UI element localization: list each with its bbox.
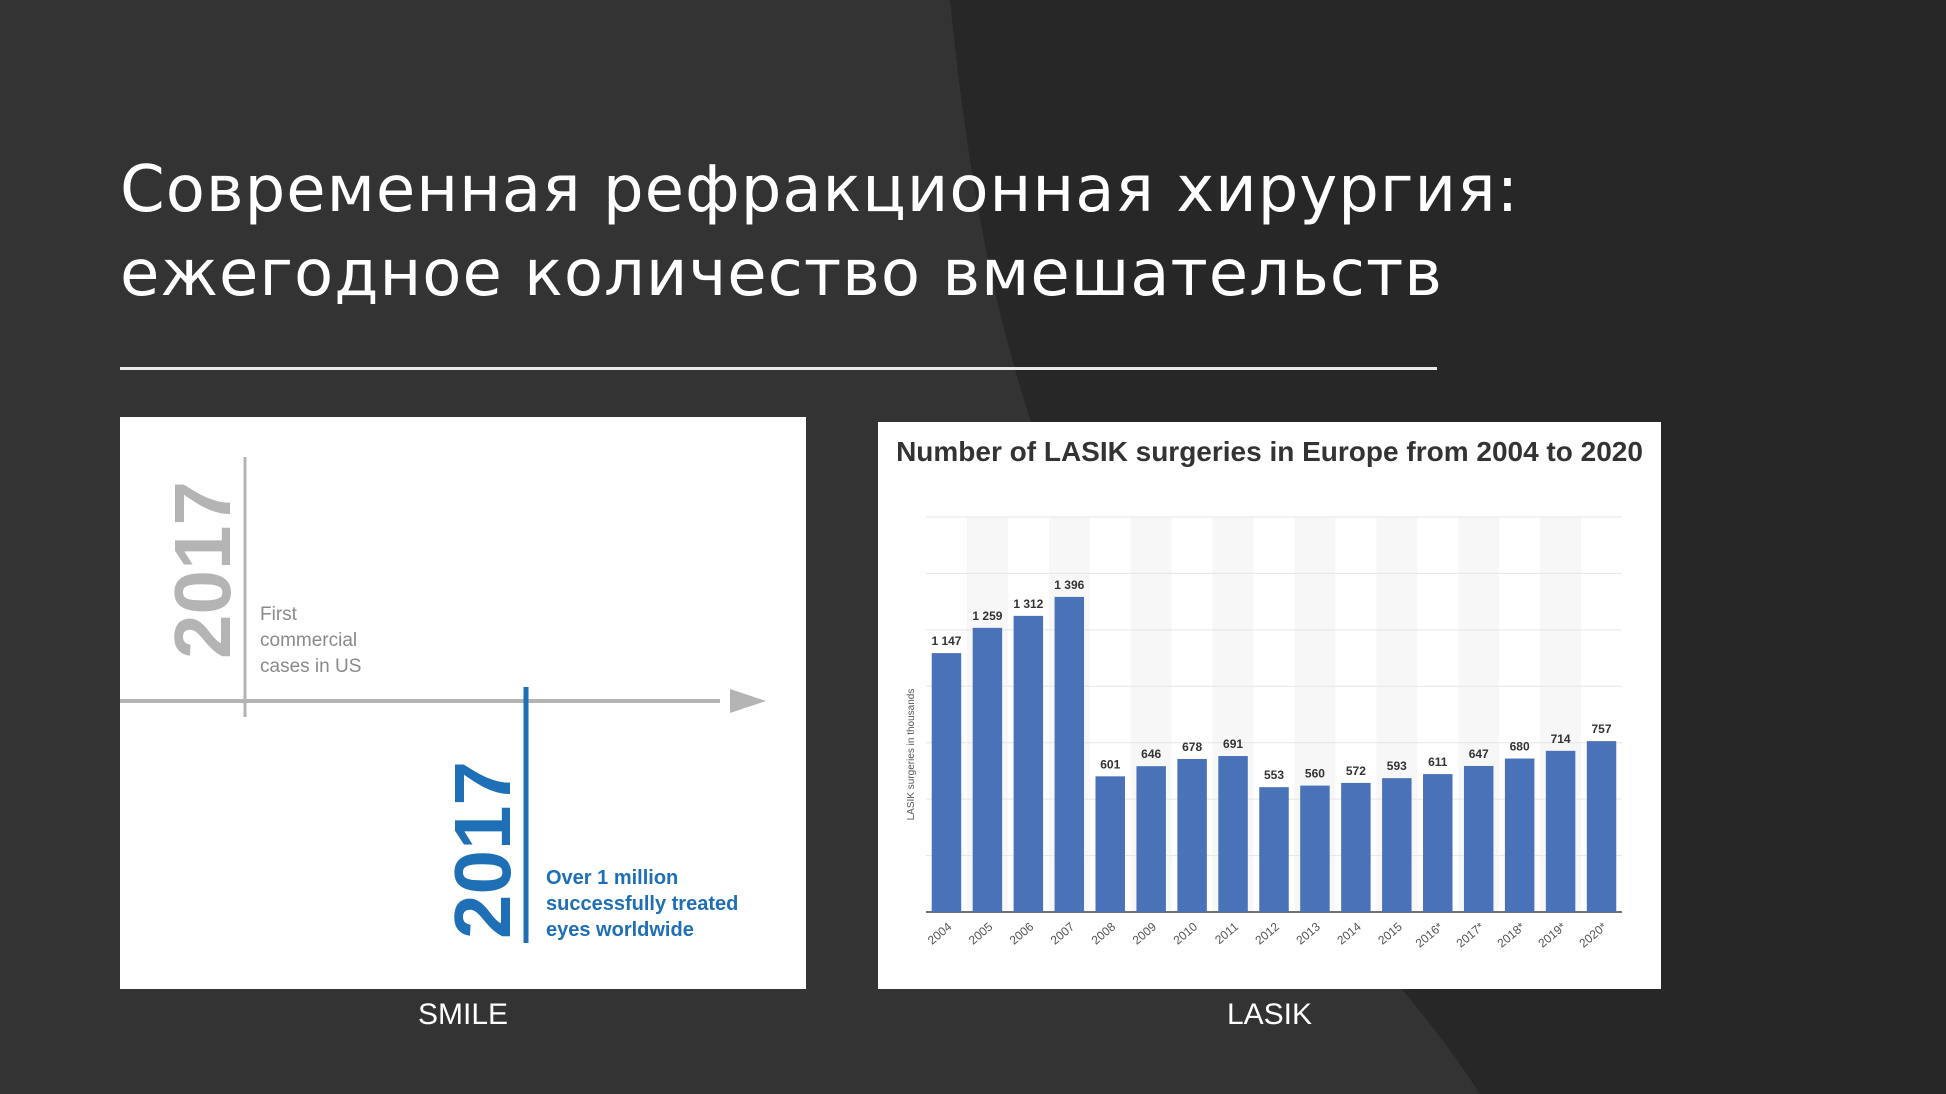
- x-tick-label: 2008: [1089, 919, 1119, 947]
- title-divider: [120, 367, 1437, 370]
- bar: [1300, 785, 1330, 912]
- text-top-line-2: commercial: [260, 630, 357, 651]
- smile-panel: 2017 First commercial cases in US 2017 O…: [120, 417, 806, 989]
- x-tick-label: 2016*: [1413, 919, 1446, 950]
- x-tick-label: 2015: [1375, 919, 1405, 947]
- slide-title-line-2: ежегодное количество вмешательств: [120, 237, 1443, 311]
- x-tick-label: 2011: [1212, 919, 1241, 947]
- bar-value-label: 714: [1551, 732, 1571, 746]
- bar: [1054, 596, 1085, 912]
- bar: [1586, 741, 1617, 912]
- bar: [1136, 766, 1166, 912]
- bar: [1545, 750, 1576, 912]
- bar: [1423, 774, 1453, 912]
- x-tick-label: 2018*: [1495, 919, 1528, 950]
- x-tick-label: 2019*: [1535, 919, 1568, 950]
- text-bottom-line-3: eyes worldwide: [546, 919, 694, 941]
- x-tick-label: 2012: [1252, 919, 1282, 947]
- bar-value-label: 1 396: [1054, 578, 1084, 592]
- smile-timeline: 2017 First commercial cases in US 2017 O…: [120, 457, 766, 943]
- x-tick-label: 2004: [925, 919, 955, 947]
- text-top-line-1: First: [260, 604, 298, 625]
- text-bottom-line-1: Over 1 million: [546, 867, 678, 889]
- smile-caption: SMILE: [417, 998, 509, 1031]
- lasik-caption: LASIK: [1226, 998, 1313, 1031]
- slide-title-line-1: Современная рефракционная хирургия:: [120, 153, 1520, 227]
- bar-value-label: 601: [1100, 757, 1120, 771]
- year-label-top: 2017: [158, 481, 247, 659]
- y-axis-label: LASIK surgeries in thousands: [906, 689, 917, 821]
- bar-value-label: 1 312: [1013, 597, 1043, 611]
- x-tick-label: 2017*: [1454, 919, 1487, 950]
- x-tick-label: 2006: [1007, 919, 1037, 947]
- x-tick-label: 2007: [1048, 919, 1078, 947]
- bar: [1218, 756, 1248, 912]
- bar: [931, 653, 962, 912]
- bar-value-label: 757: [1592, 722, 1612, 736]
- bar-value-label: 680: [1510, 740, 1530, 754]
- x-tick-label: 2005: [966, 919, 996, 947]
- bar: [1177, 758, 1207, 912]
- year-label-bottom: 2017: [438, 761, 527, 939]
- chart-title: Number of LASIK surgeries in Europe from…: [896, 436, 1643, 467]
- bar: [972, 627, 1003, 912]
- bar: [1013, 615, 1044, 912]
- bar: [1095, 776, 1125, 912]
- bar-value-label: 593: [1387, 759, 1407, 773]
- bar-value-label: 1 147: [931, 634, 961, 648]
- bar-value-label: 611: [1428, 755, 1448, 769]
- bar-value-label: 647: [1469, 747, 1489, 761]
- bar-value-label: 560: [1305, 767, 1325, 781]
- lasik-chart-panel: Number of LASIK surgeries in Europe from…: [878, 422, 1661, 989]
- bar: [1341, 782, 1371, 912]
- x-tick-label: 2014: [1334, 919, 1364, 947]
- text-bottom-line-2: successfully treated: [546, 893, 738, 915]
- bar: [1463, 765, 1494, 912]
- bar-value-label: 572: [1346, 764, 1366, 778]
- x-tick-label: 2020*: [1576, 919, 1609, 950]
- bar: [1504, 758, 1535, 912]
- x-tick-label: 2013: [1293, 919, 1323, 947]
- slide-title: Современная рефракционная хирургия: ежег…: [120, 148, 1520, 316]
- bar-value-label: 678: [1182, 740, 1202, 754]
- bar-value-label: 646: [1141, 747, 1161, 761]
- bar: [1382, 778, 1412, 912]
- bar-value-label: 1 259: [972, 609, 1002, 623]
- bar-value-label: 691: [1223, 737, 1243, 751]
- timeline-arrow-icon: [730, 689, 766, 713]
- text-top-line-3: cases in US: [260, 656, 361, 677]
- x-tick-label: 2010: [1171, 919, 1201, 947]
- bar: [1259, 787, 1289, 912]
- x-tick-label: 2009: [1130, 919, 1160, 947]
- bar-value-label: 553: [1264, 768, 1284, 782]
- lasik-bar-chart: LASIK surgeries in thousands 1 147 2004 1 2…: [906, 516, 1622, 950]
